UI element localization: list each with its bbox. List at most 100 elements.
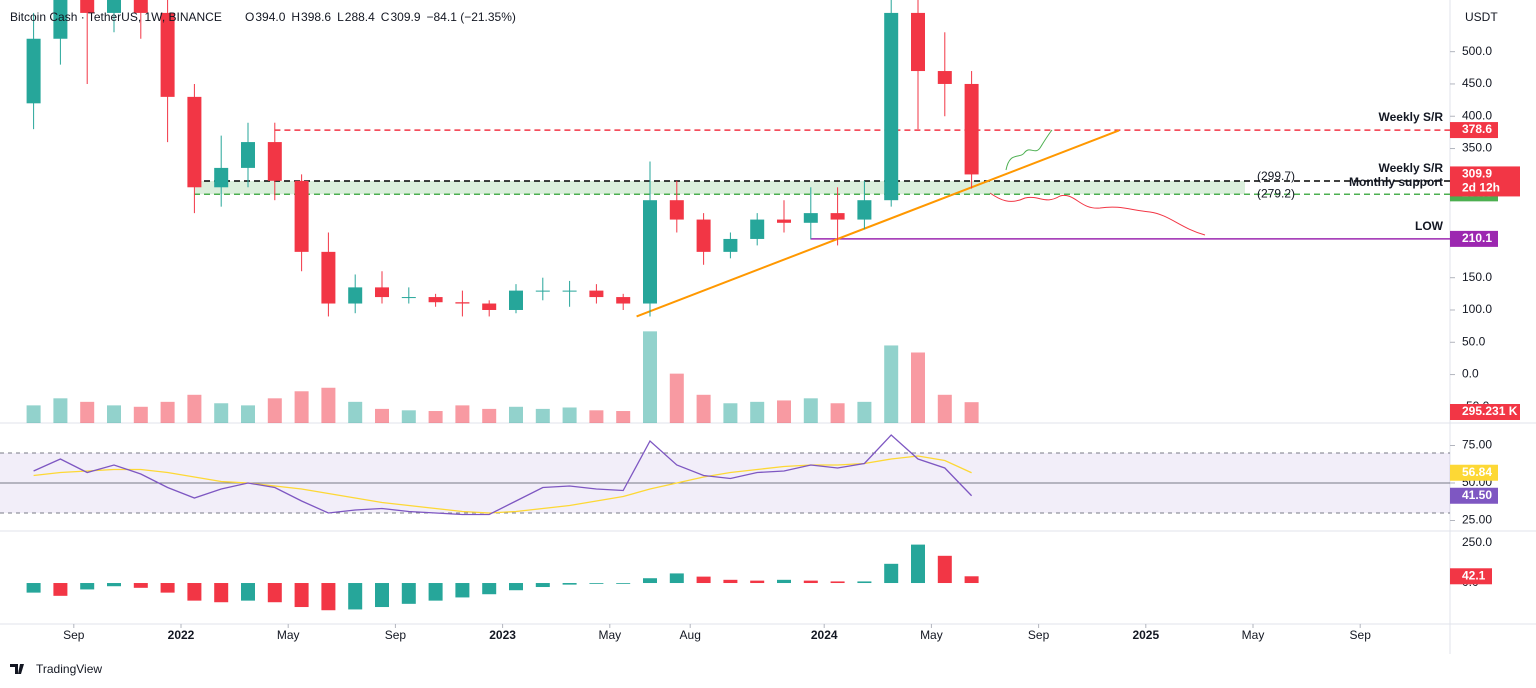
candle-body bbox=[53, 0, 68, 39]
volume-bar bbox=[160, 401, 175, 423]
support-zone bbox=[194, 181, 1245, 195]
histogram-bar bbox=[321, 583, 336, 611]
volume-bar bbox=[267, 398, 282, 423]
ohlc-key: O bbox=[245, 10, 254, 24]
histogram-bar bbox=[26, 583, 41, 593]
candle-body bbox=[616, 297, 631, 304]
candle-body bbox=[884, 12, 899, 201]
volume-bar bbox=[589, 410, 604, 423]
volume-bar bbox=[482, 408, 497, 423]
candle-body bbox=[857, 200, 872, 220]
candle-body bbox=[535, 290, 550, 292]
projection-up bbox=[1005, 129, 1053, 171]
histogram-bar bbox=[187, 583, 202, 601]
ohlc-key: C bbox=[381, 10, 390, 24]
histogram-bar bbox=[777, 579, 791, 584]
rsi-badge: 41.50 bbox=[1462, 488, 1492, 502]
candle-body bbox=[723, 238, 738, 252]
currency: USDT bbox=[1465, 10, 1498, 24]
macd-badge-bg bbox=[1450, 568, 1492, 585]
ohlc-value: −84.1 (−21.35%) bbox=[427, 10, 516, 24]
histogram-bar bbox=[964, 576, 979, 584]
zone-top-value: (299.7) bbox=[1257, 169, 1295, 183]
volume-bar bbox=[241, 405, 255, 423]
last-price-badge-extra: 2d 12h bbox=[1462, 181, 1500, 195]
candle-body bbox=[26, 38, 41, 104]
histogram-bar bbox=[348, 583, 363, 610]
ohlc-key: H bbox=[291, 10, 300, 24]
histogram-bar bbox=[589, 583, 604, 584]
histogram-bar bbox=[884, 563, 899, 584]
histogram-bar bbox=[723, 579, 738, 584]
candle-body bbox=[589, 290, 604, 298]
volume-bar bbox=[616, 411, 631, 423]
candle-body bbox=[375, 287, 389, 298]
volume-bar bbox=[911, 352, 925, 423]
x-tick-label: 2022 bbox=[168, 628, 195, 642]
volume-bar bbox=[294, 391, 309, 423]
y-tick-label: 350.0 bbox=[1462, 141, 1492, 155]
volume-bar bbox=[509, 406, 523, 423]
candle-body bbox=[669, 200, 684, 220]
histogram-bar bbox=[133, 583, 148, 588]
level-badge-bg bbox=[1450, 122, 1498, 139]
level-badge: 210.1 bbox=[1462, 231, 1492, 245]
volume-bar bbox=[803, 398, 818, 423]
x-tick-label: May bbox=[277, 628, 300, 642]
y-tick-label: 400.0 bbox=[1462, 108, 1492, 122]
candle-body bbox=[937, 71, 952, 84]
volume-bar bbox=[535, 408, 550, 423]
volume-bar bbox=[187, 394, 202, 423]
y-tick-label: 450.0 bbox=[1462, 76, 1492, 90]
volume-bar bbox=[348, 401, 363, 423]
histogram-bar bbox=[643, 578, 657, 584]
histogram-bar bbox=[616, 583, 631, 584]
volume-bar bbox=[428, 411, 443, 423]
candle-body bbox=[509, 290, 523, 310]
histogram-bar bbox=[482, 583, 497, 595]
volume-bar bbox=[107, 405, 121, 423]
symbol: Bitcoin Cash · TetherUS, 1W, BINANCE bbox=[10, 10, 222, 24]
candle-body bbox=[911, 12, 925, 72]
zone-label-top: Weekly S/R bbox=[1379, 161, 1444, 175]
histogram-bar bbox=[830, 581, 845, 584]
volume-bar bbox=[53, 398, 68, 423]
ohlc-value: 309.9 bbox=[390, 10, 420, 24]
y-tick-label: 25.00 bbox=[1462, 513, 1492, 527]
y-tick-label: 100.0 bbox=[1462, 302, 1492, 316]
x-tick-label: Sep bbox=[63, 628, 85, 642]
candle-body bbox=[187, 96, 202, 188]
candle-body bbox=[294, 180, 309, 252]
candle-body bbox=[214, 167, 229, 188]
x-tick-label: Sep bbox=[1350, 628, 1372, 642]
histogram-bar bbox=[509, 583, 523, 591]
x-tick-label: Aug bbox=[680, 628, 701, 642]
histogram-bar bbox=[696, 576, 711, 584]
zone-bottom-value: (279.2) bbox=[1257, 186, 1295, 200]
candle-body bbox=[428, 297, 443, 303]
candle-body bbox=[321, 251, 336, 304]
volume-badge: 295.231 K bbox=[1462, 404, 1518, 418]
brand: TradingView bbox=[36, 662, 102, 676]
volume-bar bbox=[750, 401, 765, 423]
candle-body bbox=[803, 213, 818, 223]
last-price-badge: 309.9 bbox=[1462, 167, 1492, 181]
candle-body bbox=[777, 219, 791, 223]
price-pane bbox=[26, 0, 1450, 423]
histogram-bar bbox=[80, 583, 95, 590]
x-tick-label: 2023 bbox=[489, 628, 516, 642]
y-tick-label: 0.0 bbox=[1462, 367, 1479, 381]
volume-bar bbox=[964, 402, 979, 423]
candle-body bbox=[107, 0, 121, 13]
histogram-bar bbox=[267, 583, 282, 603]
histogram-bar bbox=[937, 555, 952, 584]
candle-body bbox=[750, 219, 765, 239]
level-label: Weekly S/R bbox=[1379, 110, 1444, 124]
volume-bar bbox=[669, 373, 684, 423]
candle-body bbox=[401, 297, 416, 299]
volume-bar bbox=[455, 405, 470, 423]
volume-bar bbox=[375, 408, 389, 423]
x-tick-label: Sep bbox=[385, 628, 407, 642]
volume-bar bbox=[80, 401, 95, 423]
